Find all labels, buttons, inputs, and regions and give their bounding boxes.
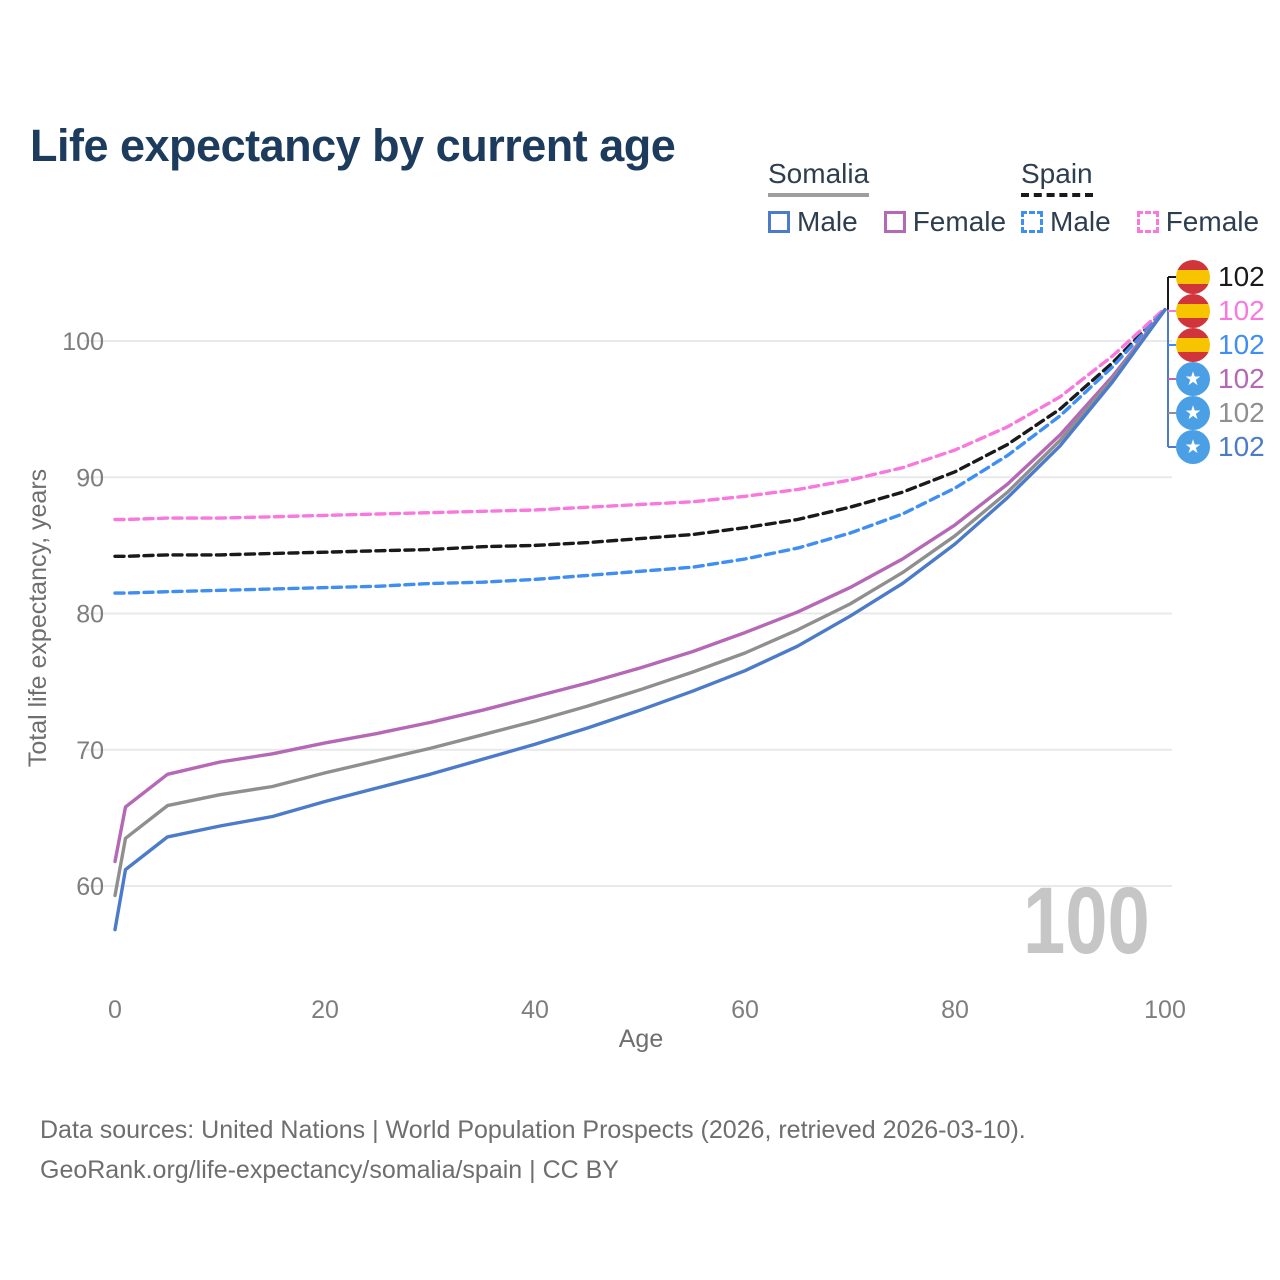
legend-label-somalia-male: Male [797, 206, 858, 237]
y-axis-title: Total life expectancy, years [24, 469, 52, 767]
legend-country-somalia[interactable]: Somalia [768, 158, 870, 197]
y-tick-label-70: 70 [76, 737, 104, 765]
x-tick-label-40: 40 [521, 996, 549, 1024]
legend-label-spain-male: Male [1050, 206, 1111, 237]
end-label-row-somalia[interactable]: ★ 102 [1176, 396, 1265, 430]
x-tick-label-0: 0 [108, 996, 122, 1024]
somalia-flag-icon: ★ [1176, 396, 1210, 430]
spain-flag-icon [1176, 260, 1210, 294]
legend-label-somalia-female: Female [912, 206, 1007, 237]
x-axis-title: Age [619, 1025, 663, 1053]
footer: Data sources: United Nations | World Pop… [40, 1110, 1026, 1190]
spain-male-swatch-icon [1021, 211, 1043, 233]
somalia-flag-icon: ★ [1176, 430, 1210, 464]
legend-group-somalia: Somalia Male Female [768, 158, 1006, 238]
y-tick-label-60: 60 [76, 873, 104, 901]
somalia-male-swatch-icon [768, 211, 790, 233]
spain-flag-icon [1176, 294, 1210, 328]
legend-item-spain-male[interactable]: Male [1021, 206, 1111, 238]
footer-data-sources: Data sources: United Nations | World Pop… [40, 1116, 1026, 1144]
series-line-spain[interactable] [113, 308, 1167, 558]
star-icon: ★ [1184, 436, 1202, 458]
legend-label-spain-female: Female [1165, 206, 1260, 237]
legend-item-somalia-male[interactable]: Male [768, 206, 858, 238]
end-label-value-somalia_female: 102 [1218, 363, 1265, 394]
somalia-female-swatch-icon [883, 211, 906, 233]
y-tick-label-80: 80 [76, 601, 104, 629]
somalia-flag-icon: ★ [1176, 362, 1210, 396]
series-line-spain_female[interactable] [113, 306, 1167, 522]
y-tick-label-100: 100 [62, 328, 104, 356]
series-line-spain_male[interactable] [113, 308, 1167, 595]
star-icon: ★ [1184, 368, 1202, 390]
series-line-somalia_male[interactable] [113, 308, 1167, 932]
legend-item-spain-female[interactable]: Female [1136, 206, 1260, 238]
x-tick-label-80: 80 [941, 996, 969, 1024]
x-tick-label-60: 60 [731, 996, 759, 1024]
current-age-indicator: 100 [1023, 868, 1150, 974]
legend: Somalia Male Female Spain Male Female [0, 158, 1280, 248]
star-icon: ★ [1184, 402, 1202, 424]
end-label-row-somalia_female[interactable]: ★ 102 [1176, 362, 1265, 396]
end-label-value-spain_male: 102 [1218, 329, 1265, 360]
x-tick-label-100: 100 [1144, 996, 1186, 1024]
end-label-value-somalia_male: 102 [1218, 431, 1265, 462]
legend-group-spain: Spain Male Female [1021, 158, 1259, 238]
legend-item-somalia-female[interactable]: Female [883, 206, 1007, 238]
legend-country-spain[interactable]: Spain [1021, 158, 1093, 197]
spain-flag-icon [1176, 328, 1210, 362]
end-label-value-spain: 102 [1218, 261, 1265, 292]
end-label-value-spain_female: 102 [1218, 295, 1265, 326]
chart-title: Life expectancy by current age [30, 120, 676, 172]
series-line-somalia_female[interactable] [113, 308, 1167, 864]
spain-female-swatch-icon [1136, 211, 1159, 233]
footer-link[interactable]: GeoRank.org/life-expectancy/somalia/spai… [40, 1156, 619, 1184]
x-tick-label-20: 20 [311, 996, 339, 1024]
end-label-row-spain_male[interactable]: 102 [1176, 328, 1265, 362]
end-label-row-spain[interactable]: 102 [1176, 260, 1265, 294]
end-label-value-somalia: 102 [1218, 397, 1265, 428]
end-label-row-spain_female[interactable]: 102 [1176, 294, 1265, 328]
series-line-somalia[interactable] [113, 308, 1167, 898]
y-tick-label-90: 90 [76, 464, 104, 492]
end-label-row-somalia_male[interactable]: ★ 102 [1176, 430, 1265, 464]
